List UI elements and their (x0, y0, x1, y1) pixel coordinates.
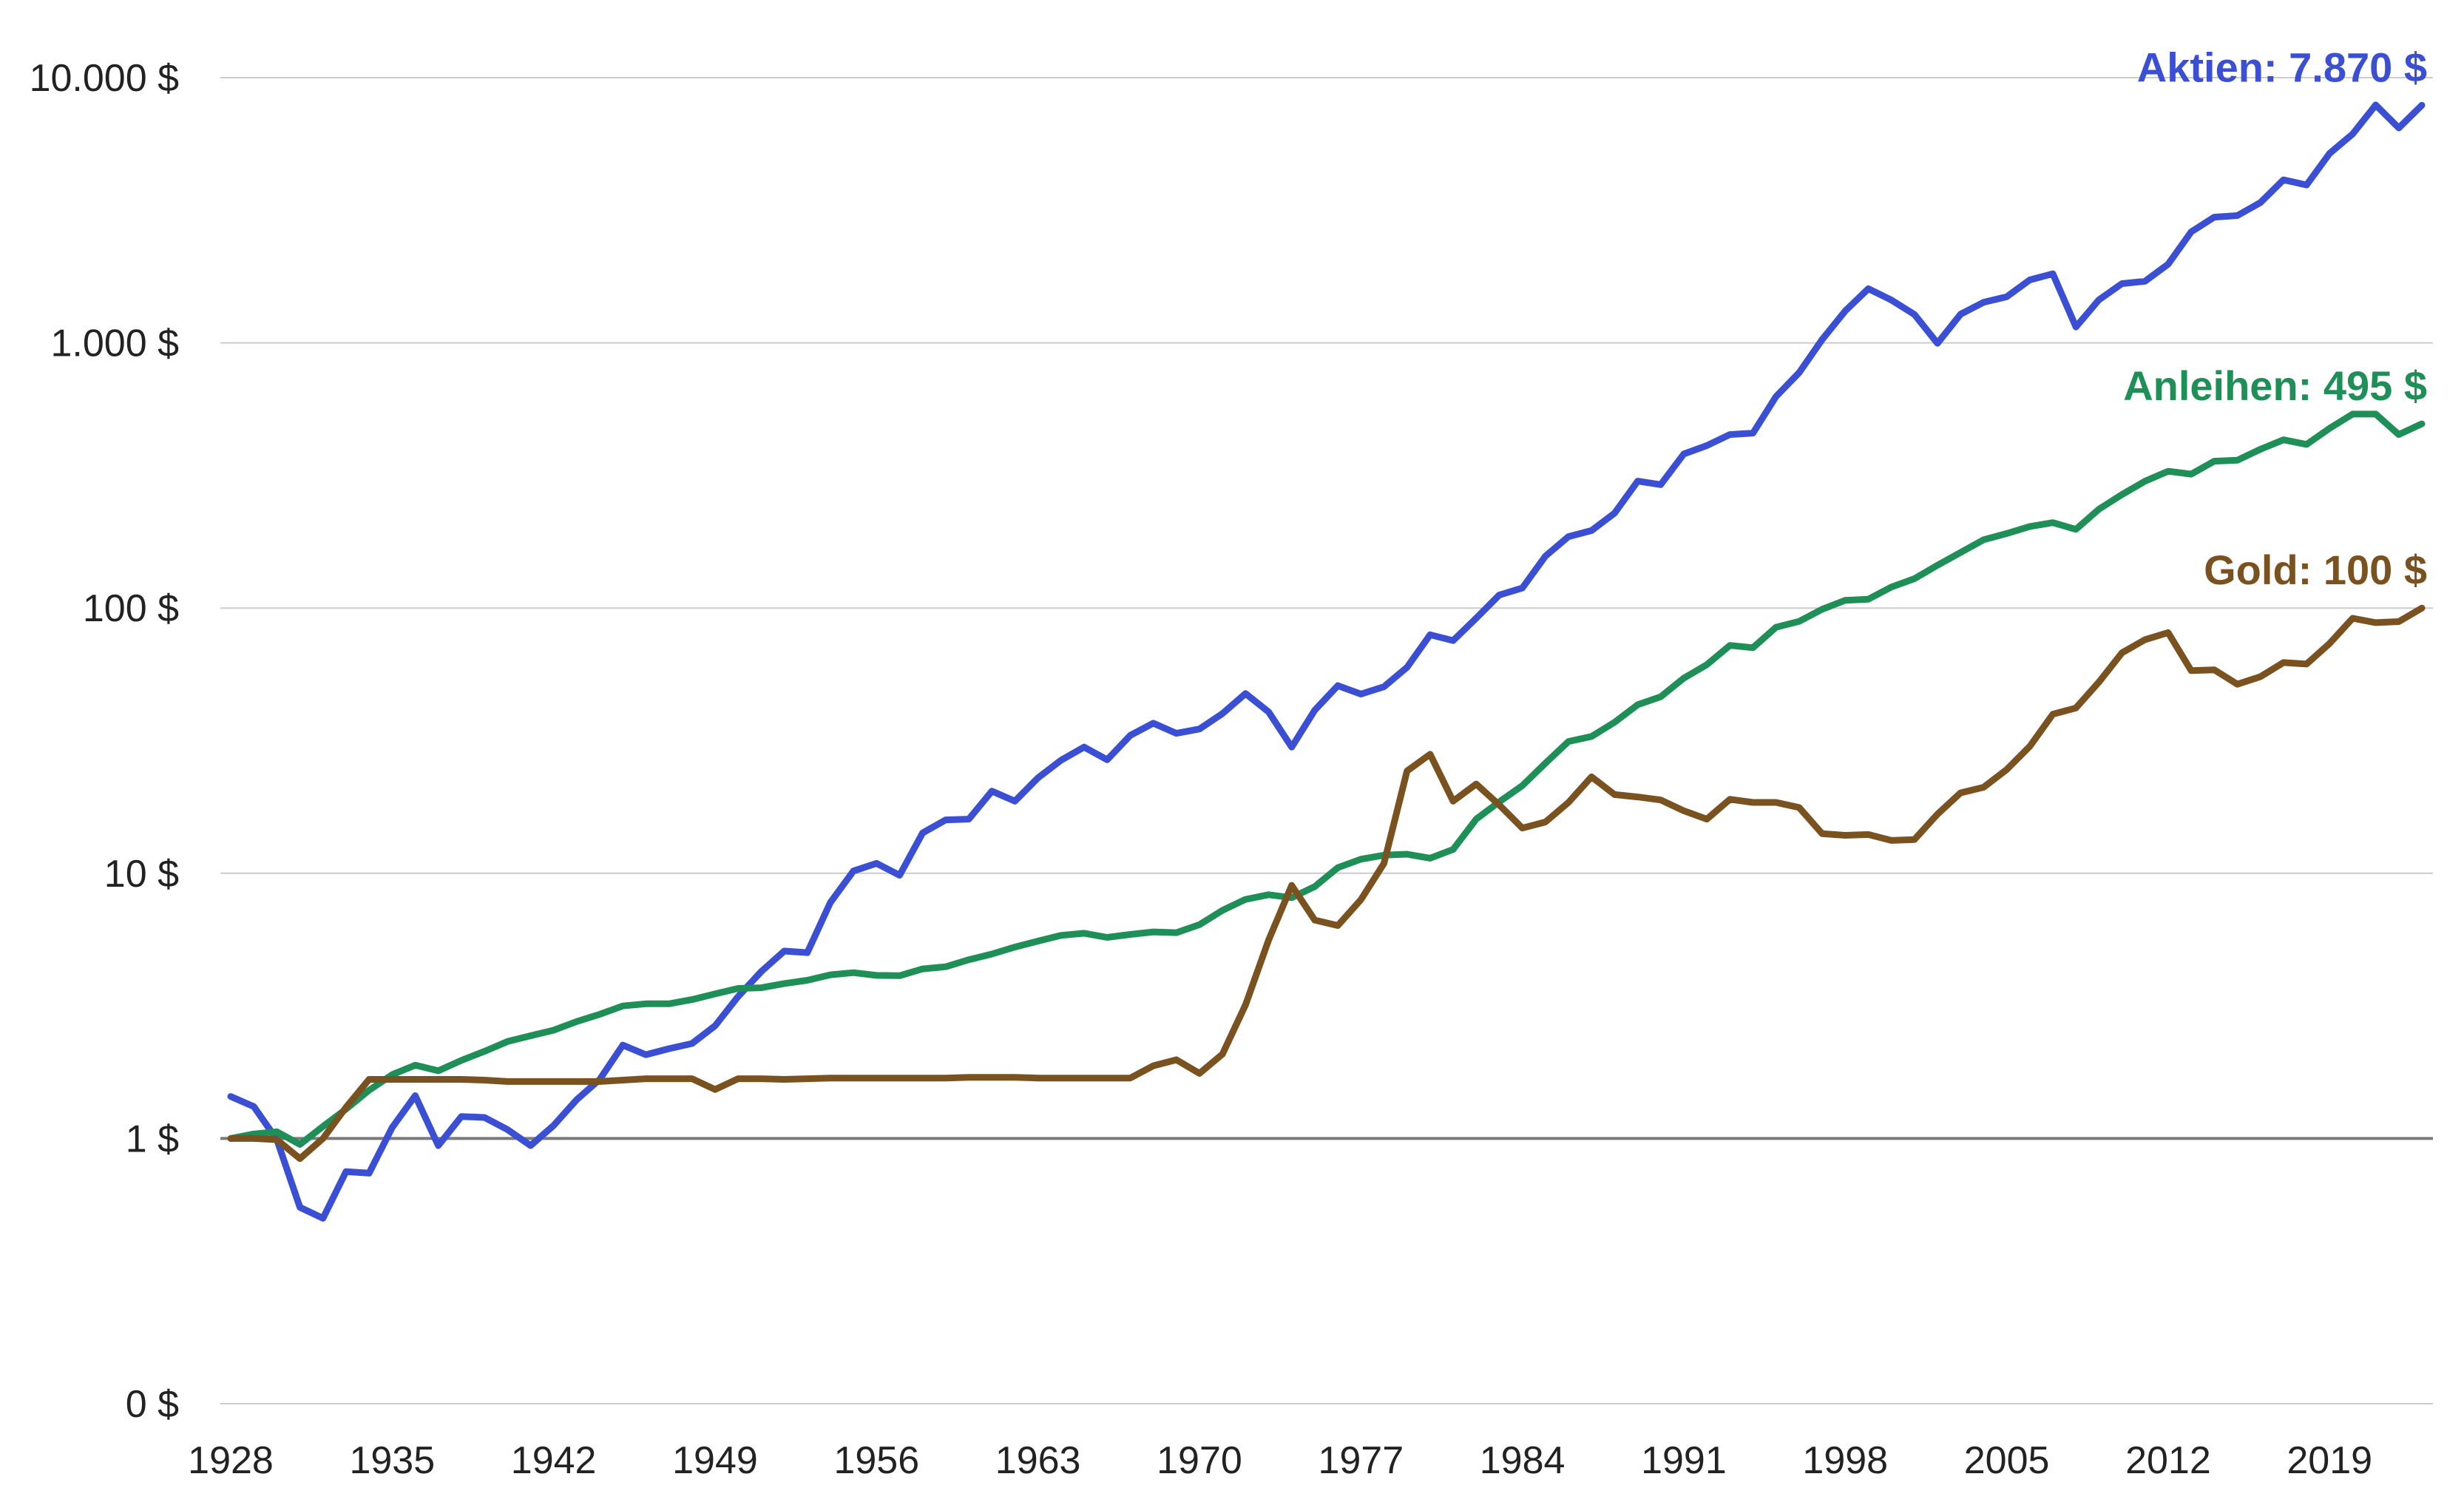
x-tick-label: 1977 (1318, 1439, 1404, 1482)
y-tick-label: 0 $ (126, 1383, 179, 1426)
series-lines (227, 101, 2426, 1222)
x-tick-label: 1942 (511, 1439, 597, 1482)
x-tick-label: 1984 (1480, 1439, 1566, 1482)
x-tick-label: 1970 (1157, 1439, 1242, 1482)
end-label-gold: Gold: 100 $ (2204, 547, 2427, 593)
x-tick-label: 1963 (995, 1439, 1081, 1482)
series-end-labels: Aktien: 7.870 $ Anleihen: 495 $ Gold: 100 … (2123, 44, 2427, 593)
series-line-anleihen (227, 410, 2426, 1148)
x-tick-label: 2019 (2287, 1439, 2372, 1482)
y-tick-label: 100 $ (83, 587, 179, 630)
x-tick-label: 1928 (188, 1439, 274, 1482)
x-tick-label: 1998 (1802, 1439, 1888, 1482)
end-label-anleihen: Anleihen: 495 $ (2123, 362, 2427, 409)
y-tick-label: 10.000 $ (30, 57, 179, 100)
series-line-gold (227, 604, 2426, 1163)
y-axis-tick-labels: 0 $ 1 $ 10 $ 100 $ 1.000 $ 10.000 $ (30, 57, 179, 1426)
x-tick-label: 2005 (1964, 1439, 2050, 1482)
x-tick-label: 1991 (1641, 1439, 1727, 1482)
series-line-aktien (227, 101, 2426, 1222)
y-tick-label: 1 $ (126, 1117, 179, 1160)
x-tick-label: 1956 (833, 1439, 919, 1482)
x-tick-label: 2012 (2125, 1439, 2211, 1482)
y-tick-label: 10 $ (104, 853, 179, 896)
end-label-aktien: Aktien: 7.870 $ (2137, 44, 2427, 90)
x-tick-label: 1935 (349, 1439, 435, 1482)
y-tick-label: 1.000 $ (51, 322, 180, 365)
x-axis-tick-labels: 1928 1935 1942 1949 1956 1963 1970 1977 1984 1991… (188, 1439, 2372, 1482)
grid-lines (220, 77, 2433, 1404)
x-tick-label: 1949 (672, 1439, 758, 1482)
